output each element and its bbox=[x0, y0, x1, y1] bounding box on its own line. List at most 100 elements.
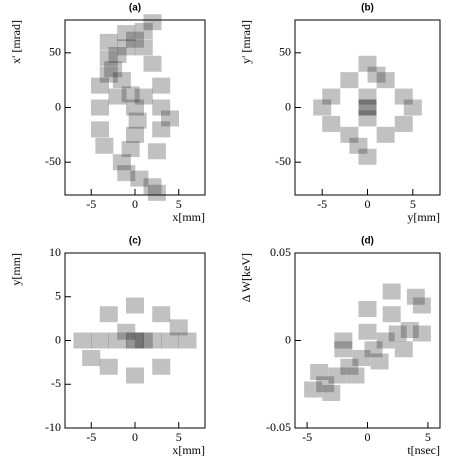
y-tick-label: 0 bbox=[285, 99, 291, 113]
density-cell bbox=[358, 301, 377, 317]
x-tick-label: -5 bbox=[317, 197, 327, 211]
x-tick-label: 0 bbox=[132, 197, 138, 211]
density-cell bbox=[358, 110, 377, 127]
x-axis-label: x[mm] bbox=[172, 443, 205, 457]
y-axis-label: y[mm] bbox=[9, 253, 23, 286]
density-cell bbox=[91, 332, 109, 349]
density-cell bbox=[349, 137, 368, 154]
density-cell bbox=[117, 165, 136, 182]
x-tick-label: 5 bbox=[176, 197, 182, 211]
density-cell bbox=[147, 143, 166, 160]
density-cell bbox=[364, 341, 383, 358]
density-cell bbox=[358, 99, 377, 116]
x-tick-label: 0 bbox=[132, 430, 138, 444]
density-cell bbox=[178, 332, 197, 349]
density-cell bbox=[99, 306, 118, 323]
density-cell bbox=[334, 332, 353, 349]
x-axis-label: t[nsec] bbox=[407, 443, 440, 457]
density-cell bbox=[412, 297, 431, 314]
density-cell bbox=[403, 99, 422, 116]
density-cell bbox=[91, 99, 109, 116]
density-cell bbox=[152, 99, 171, 116]
density-cell bbox=[104, 61, 123, 78]
density-cell bbox=[388, 325, 407, 342]
panel-title: (d) bbox=[361, 236, 374, 247]
density-cell bbox=[382, 283, 401, 300]
density-cell bbox=[310, 364, 329, 380]
y-tick-label: -0.05 bbox=[266, 420, 291, 434]
density-cell bbox=[313, 99, 332, 116]
density-cell bbox=[376, 126, 395, 143]
density-cell bbox=[126, 297, 144, 314]
density-cell bbox=[117, 39, 136, 56]
density-cell bbox=[152, 358, 171, 375]
y-tick-label: 0 bbox=[55, 99, 61, 113]
density-cell bbox=[152, 77, 171, 94]
density-cell bbox=[161, 332, 179, 349]
x-tick-label: 5 bbox=[410, 197, 416, 211]
density-cell bbox=[117, 323, 136, 340]
density-cell bbox=[143, 332, 162, 349]
y-axis-label: Δ W[keV] bbox=[239, 253, 253, 302]
density-cell bbox=[376, 72, 395, 89]
density-cell bbox=[334, 341, 353, 358]
density-cell bbox=[322, 385, 341, 401]
y-tick-label: 0 bbox=[285, 332, 291, 346]
density-cell bbox=[400, 322, 419, 338]
y-tick-label: 0 bbox=[55, 332, 61, 346]
density-cell bbox=[91, 121, 109, 138]
density-cell bbox=[358, 55, 377, 72]
panel-title: (a) bbox=[129, 3, 141, 14]
x-axis-label: x[mm] bbox=[172, 210, 205, 224]
density-cell bbox=[304, 381, 323, 398]
x-tick-label: 5 bbox=[176, 430, 182, 444]
density-cell bbox=[126, 99, 144, 116]
density-cell bbox=[108, 47, 127, 63]
density-cell bbox=[340, 126, 359, 143]
y-axis-label: y' [mrad] bbox=[239, 20, 253, 64]
density-cell bbox=[143, 178, 162, 195]
density-cell bbox=[126, 332, 144, 349]
density-cell bbox=[108, 88, 127, 105]
density-cell bbox=[130, 170, 149, 187]
density-cell bbox=[358, 88, 377, 105]
density-cell bbox=[134, 88, 153, 105]
density-cell bbox=[91, 77, 109, 94]
y-tick-label: 0.05 bbox=[270, 245, 291, 259]
y-tick-label: -50 bbox=[45, 154, 61, 168]
density-cell bbox=[121, 86, 140, 103]
density-cell bbox=[340, 72, 359, 89]
density-cell bbox=[412, 325, 431, 342]
density-cell bbox=[99, 358, 118, 375]
panel-title: (c) bbox=[129, 236, 141, 247]
density-cell bbox=[352, 350, 371, 366]
density-cell bbox=[382, 306, 401, 323]
density-cell bbox=[322, 88, 341, 105]
density-cell bbox=[322, 115, 341, 132]
density-cell bbox=[346, 367, 365, 384]
density-cell bbox=[121, 141, 140, 158]
x-axis-label: y[mm] bbox=[407, 210, 440, 224]
x-tick-label: 0 bbox=[365, 197, 371, 211]
density-cell bbox=[73, 332, 92, 349]
density-cell bbox=[376, 332, 395, 349]
density-cell bbox=[152, 121, 171, 138]
density-cell bbox=[117, 25, 136, 42]
density-cell bbox=[169, 319, 188, 336]
density-cell bbox=[82, 350, 101, 366]
density-cell bbox=[406, 288, 425, 305]
density-cell bbox=[99, 66, 118, 83]
density-cell bbox=[370, 353, 389, 370]
density-cell bbox=[328, 367, 347, 384]
density-cell bbox=[143, 55, 162, 72]
x-tick-label: 0 bbox=[365, 430, 371, 444]
x-tick-label: -5 bbox=[302, 430, 312, 444]
x-tick-label: -5 bbox=[86, 197, 96, 211]
density-cell bbox=[316, 376, 335, 393]
density-cell bbox=[112, 154, 131, 171]
density-cell bbox=[134, 332, 153, 349]
density-cell bbox=[340, 358, 359, 375]
density-cell bbox=[161, 110, 179, 127]
panel-title: (b) bbox=[361, 3, 374, 14]
